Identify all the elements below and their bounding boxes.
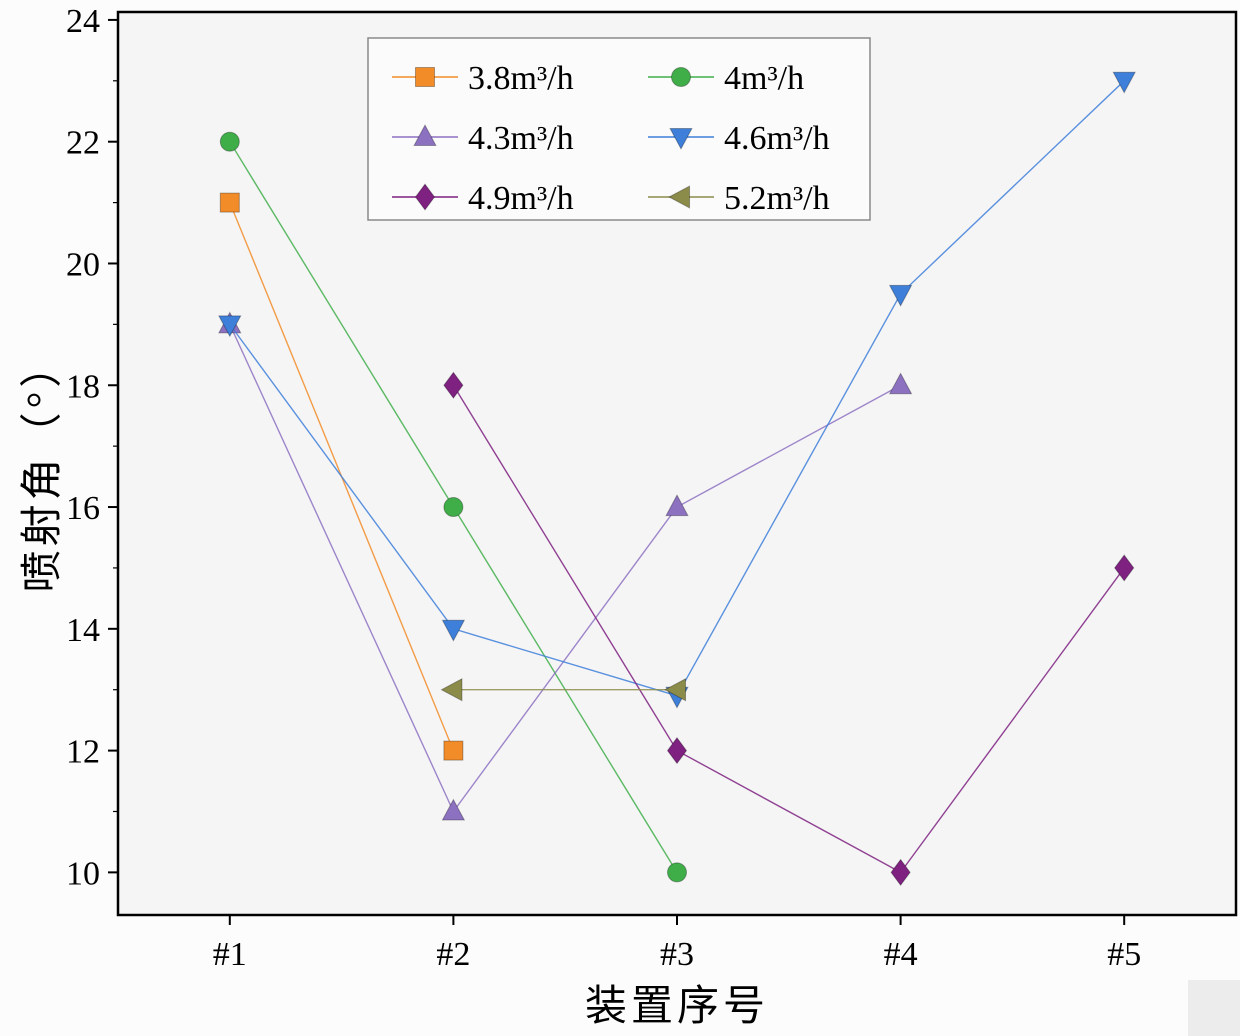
marker-4-3 bbox=[1114, 554, 1135, 582]
y-tick-label: 16 bbox=[66, 490, 100, 527]
marker-2-2 bbox=[665, 494, 689, 517]
legend-label-1: 4m³/h bbox=[724, 60, 804, 97]
y-tick-label: 24 bbox=[66, 3, 100, 40]
y-tick-label: 22 bbox=[66, 125, 100, 162]
marker-1-0 bbox=[219, 131, 240, 152]
x-axis-title: 装置序号 bbox=[584, 984, 769, 1030]
legend-label-2: 4.3m³/h bbox=[468, 120, 574, 157]
corner-artifact bbox=[1188, 980, 1240, 1036]
y-tick-label: 20 bbox=[66, 246, 100, 283]
legend-label-4: 4.9m³/h bbox=[468, 180, 574, 217]
marker-3-4 bbox=[1112, 71, 1136, 94]
legend-label-5: 5.2m³/h bbox=[724, 180, 830, 217]
marker-3-1 bbox=[441, 619, 466, 642]
marker-4-1 bbox=[666, 736, 688, 765]
marker-1-1 bbox=[443, 497, 464, 518]
legend-marker-5 bbox=[668, 185, 691, 209]
marker-2-3 bbox=[888, 372, 913, 395]
legend-marker-3 bbox=[669, 127, 693, 150]
plot-frame bbox=[116, 10, 1238, 917]
y-tick-label: 10 bbox=[66, 855, 100, 892]
legend-marker-2 bbox=[413, 124, 437, 147]
series-line-2 bbox=[229, 324, 901, 813]
x-tick-label: #3 bbox=[660, 936, 694, 973]
legend-marker-4 bbox=[414, 183, 436, 211]
legend-marker-0 bbox=[415, 67, 435, 87]
series-line-4 bbox=[452, 384, 1125, 874]
legend-marker-1 bbox=[671, 67, 691, 87]
legend-label-3: 4.6m³/h bbox=[724, 120, 830, 157]
legend-box bbox=[367, 37, 871, 221]
marker-5-0 bbox=[440, 677, 463, 702]
y-axis-title: 喷射角（°） bbox=[20, 341, 66, 593]
marker-3-3 bbox=[888, 284, 913, 307]
marker-4-2 bbox=[890, 858, 911, 887]
marker-2-1 bbox=[441, 798, 466, 821]
x-tick-label: #4 bbox=[884, 936, 918, 973]
y-tick-label: 12 bbox=[66, 734, 100, 771]
marker-1-2 bbox=[667, 862, 687, 883]
marker-0-0 bbox=[219, 192, 240, 213]
x-tick-label: #2 bbox=[436, 936, 470, 973]
y-tick-label: 18 bbox=[66, 368, 100, 405]
x-tick-label: #5 bbox=[1107, 936, 1141, 973]
marker-3-0 bbox=[218, 315, 242, 338]
marker-4-0 bbox=[443, 371, 464, 399]
x-tick-label: #1 bbox=[213, 936, 247, 973]
legend-label-0: 3.8m³/h bbox=[468, 60, 574, 97]
y-tick-label: 14 bbox=[66, 612, 100, 649]
marker-5-1 bbox=[664, 677, 687, 702]
marker-0-1 bbox=[443, 740, 464, 761]
